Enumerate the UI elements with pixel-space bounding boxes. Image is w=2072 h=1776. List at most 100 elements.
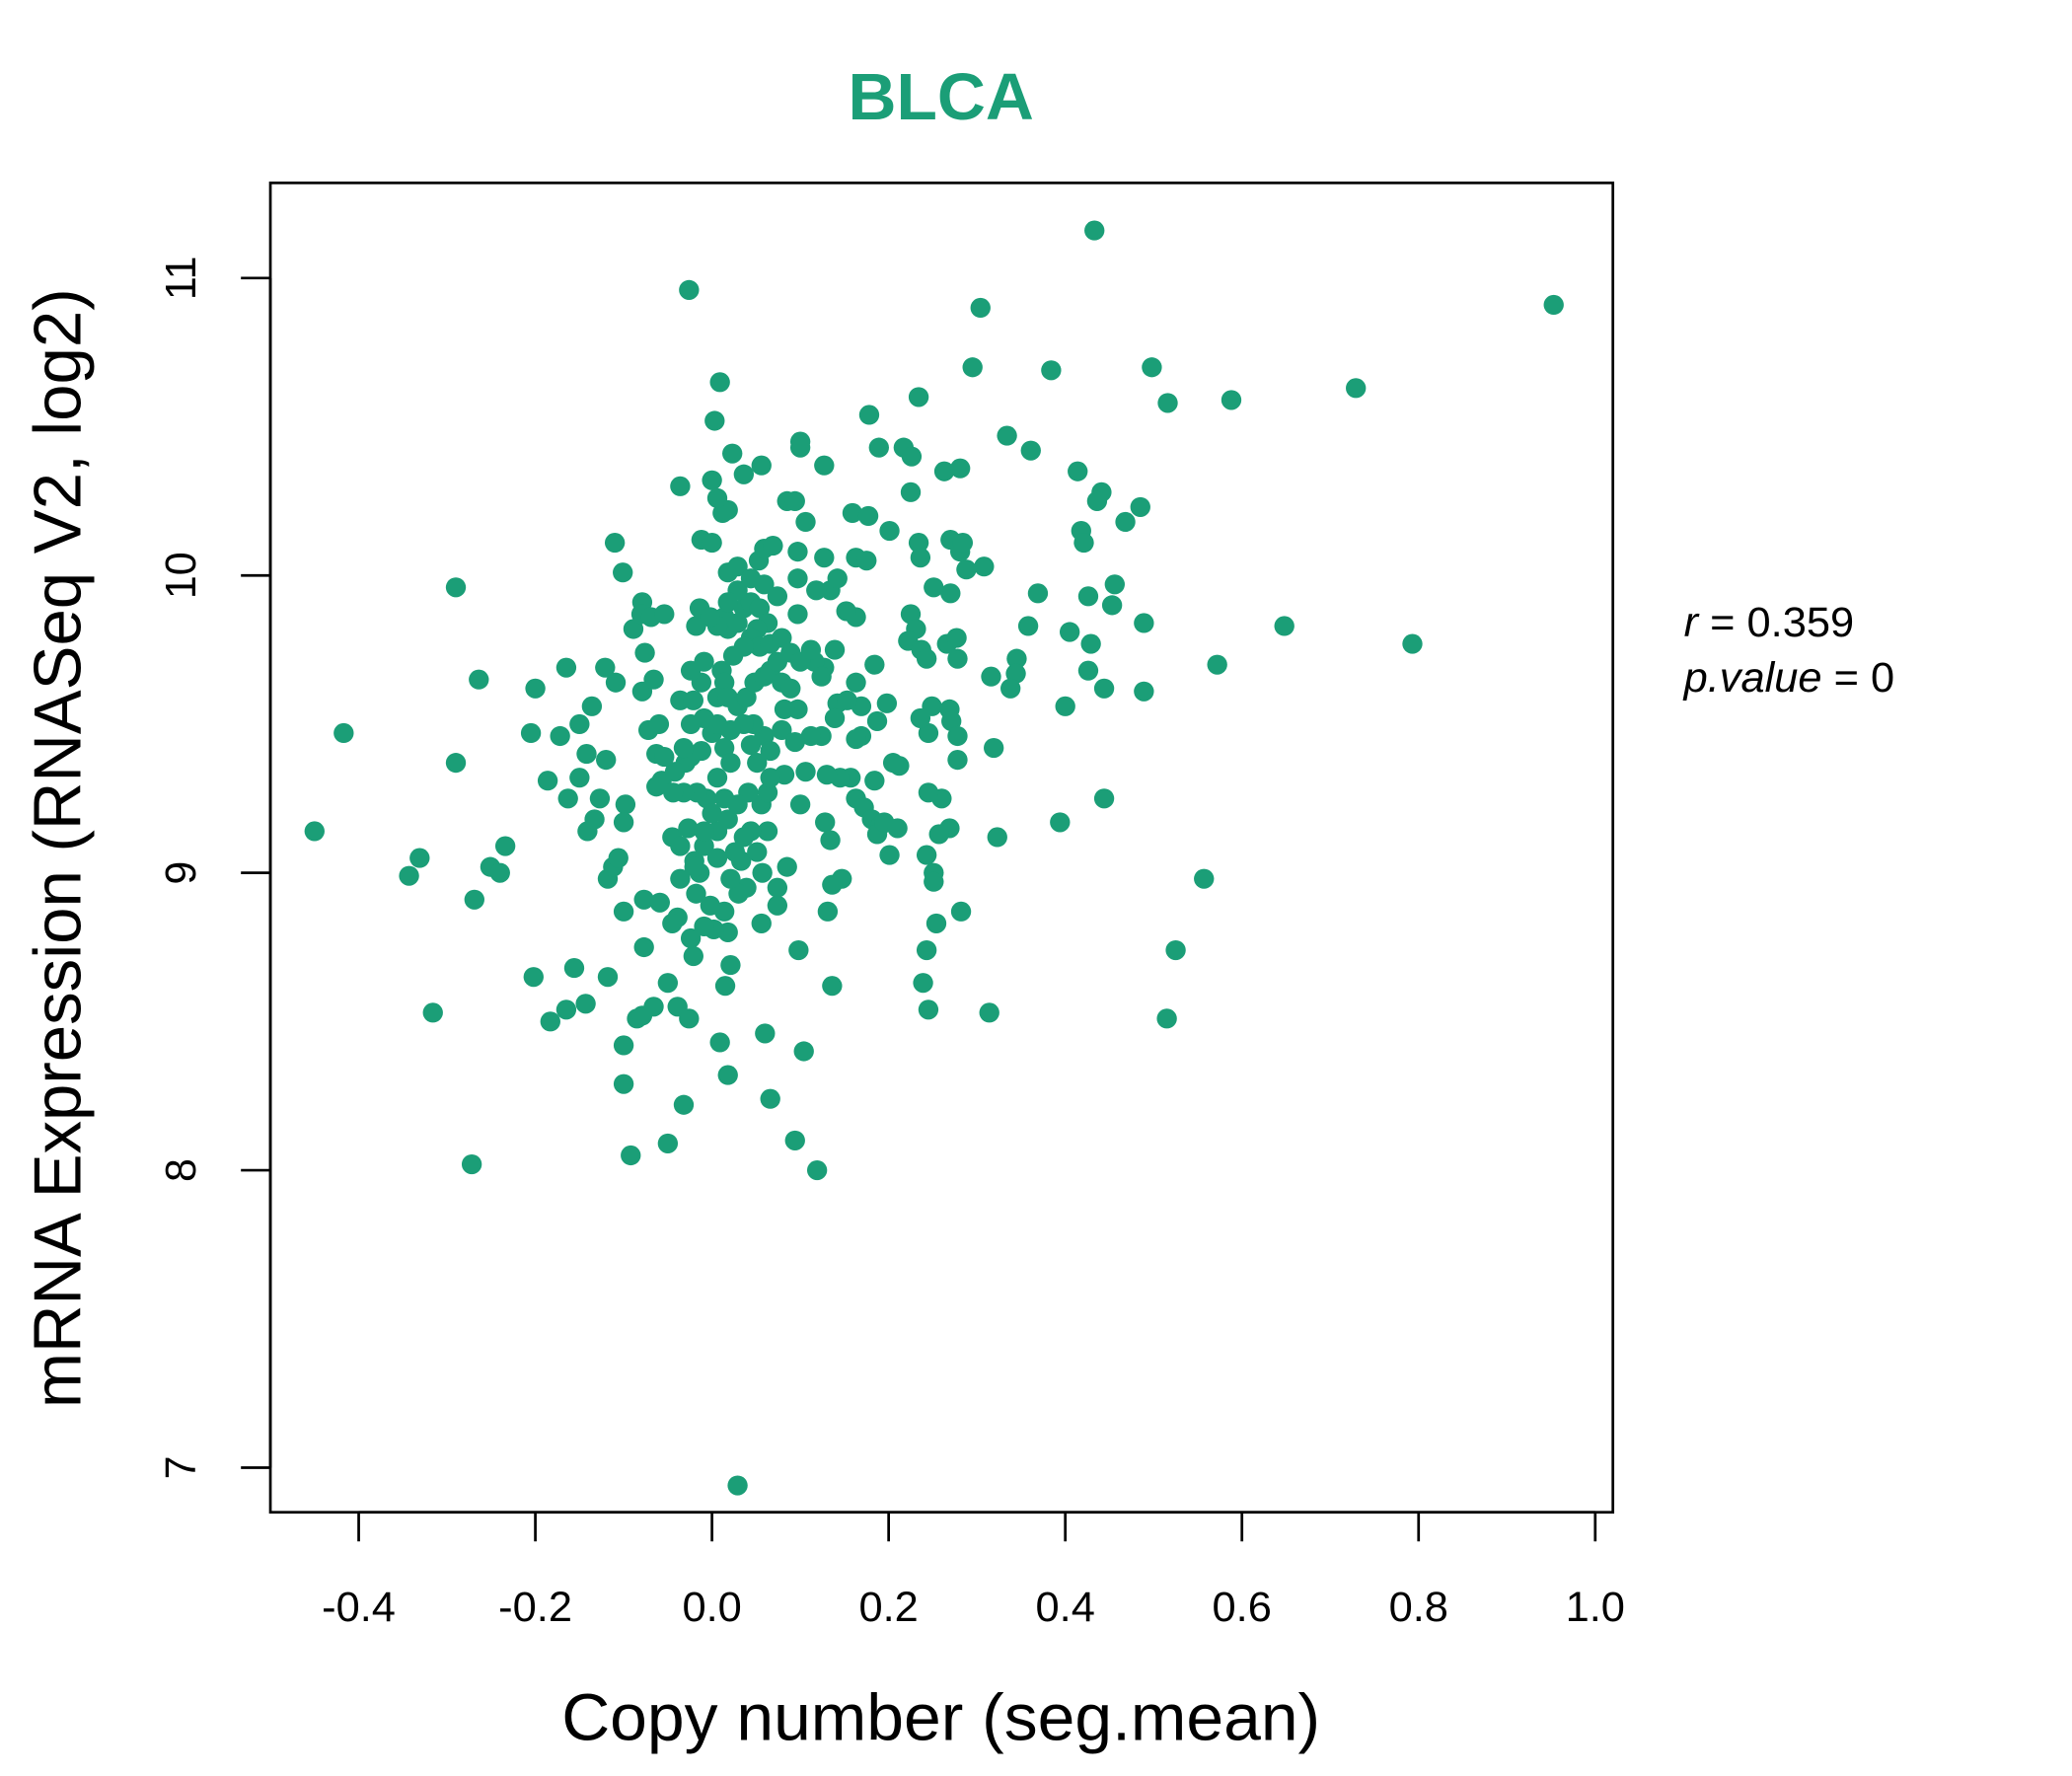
r-label: r bbox=[1684, 599, 1700, 646]
data-point bbox=[540, 1011, 560, 1032]
data-point bbox=[815, 812, 836, 833]
plot-frame bbox=[268, 182, 1615, 1515]
data-point bbox=[720, 955, 741, 976]
data-point bbox=[633, 936, 654, 958]
data-point bbox=[550, 725, 570, 747]
data-point bbox=[981, 666, 1001, 687]
data-point bbox=[795, 511, 816, 533]
data-point bbox=[717, 809, 738, 830]
y-tick-label: 9 bbox=[158, 861, 205, 885]
data-point bbox=[728, 883, 749, 904]
data-point bbox=[910, 548, 931, 568]
x-tick-label: 0.2 bbox=[858, 1584, 918, 1631]
data-point bbox=[555, 657, 577, 678]
data-point bbox=[864, 654, 885, 675]
chart-title: BLCA bbox=[849, 60, 1034, 134]
data-point bbox=[670, 476, 691, 496]
data-point bbox=[694, 651, 714, 672]
data-point bbox=[727, 556, 748, 577]
data-point bbox=[1077, 586, 1099, 607]
data-point bbox=[700, 895, 721, 916]
data-point bbox=[604, 533, 626, 554]
data-point bbox=[1050, 812, 1071, 833]
data-point bbox=[576, 744, 597, 765]
data-point bbox=[1274, 616, 1295, 636]
data-point bbox=[749, 598, 771, 619]
data-point bbox=[575, 994, 596, 1014]
p-value-annotation: p.value = 0 bbox=[1682, 654, 1895, 702]
data-point bbox=[933, 461, 955, 481]
data-point bbox=[670, 836, 691, 856]
data-point bbox=[613, 562, 633, 583]
data-point bbox=[789, 437, 811, 458]
data-point bbox=[623, 619, 644, 639]
x-tick-label: 0.4 bbox=[1036, 1584, 1095, 1631]
data-point bbox=[469, 669, 489, 690]
data-point bbox=[581, 696, 603, 716]
data-point bbox=[842, 502, 863, 524]
data-point bbox=[941, 710, 962, 732]
data-point bbox=[584, 809, 605, 830]
data-point bbox=[1006, 648, 1027, 669]
data-point bbox=[605, 672, 627, 693]
data-point bbox=[916, 648, 937, 669]
data-point bbox=[445, 577, 467, 598]
data-point bbox=[589, 788, 611, 809]
data-point bbox=[767, 586, 788, 607]
x-tick-label: 0.0 bbox=[682, 1584, 741, 1631]
data-point bbox=[422, 1002, 443, 1023]
data-point bbox=[755, 1023, 776, 1044]
data-point bbox=[557, 788, 578, 809]
data-point bbox=[706, 768, 728, 788]
data-point bbox=[767, 895, 788, 916]
data-point bbox=[1055, 696, 1075, 716]
data-point bbox=[1142, 357, 1162, 378]
data-point bbox=[684, 856, 704, 877]
data-point bbox=[820, 830, 841, 851]
x-axis-label: Copy number (seg.mean) bbox=[561, 1681, 1320, 1755]
data-point bbox=[763, 536, 783, 556]
data-point bbox=[720, 753, 741, 774]
data-point bbox=[1101, 595, 1123, 616]
data-point bbox=[702, 470, 722, 490]
data-point bbox=[643, 669, 664, 690]
data-point bbox=[822, 976, 843, 997]
data-point bbox=[633, 889, 654, 910]
data-point bbox=[709, 372, 730, 393]
data-point bbox=[757, 821, 778, 842]
data-point bbox=[399, 865, 419, 886]
data-point bbox=[876, 693, 898, 713]
data-point bbox=[621, 1145, 641, 1166]
data-point bbox=[1221, 390, 1242, 410]
data-point bbox=[760, 768, 780, 788]
data-point bbox=[787, 568, 808, 589]
data-point bbox=[752, 862, 773, 883]
data-point bbox=[814, 548, 835, 568]
data-point bbox=[680, 927, 702, 949]
data-point bbox=[836, 601, 856, 622]
data-point bbox=[608, 848, 629, 868]
y-tick-label: 10 bbox=[158, 552, 205, 599]
data-point bbox=[814, 455, 835, 476]
data-point bbox=[760, 740, 780, 762]
data-point bbox=[717, 1065, 738, 1085]
data-point bbox=[901, 446, 923, 467]
data-point bbox=[1157, 393, 1178, 413]
data-point bbox=[772, 719, 792, 741]
data-point bbox=[683, 690, 703, 710]
data-point bbox=[569, 768, 590, 788]
data-point bbox=[691, 740, 712, 762]
x-tick-label: 1.0 bbox=[1566, 1584, 1625, 1631]
data-point bbox=[910, 707, 931, 728]
data-point bbox=[1207, 654, 1227, 675]
data-point bbox=[733, 464, 755, 484]
data-point bbox=[713, 737, 735, 759]
data-point bbox=[940, 583, 961, 604]
data-point bbox=[679, 279, 700, 300]
data-point bbox=[613, 1073, 634, 1094]
x-tick-label: -0.2 bbox=[498, 1584, 572, 1631]
data-point bbox=[613, 1035, 634, 1056]
data-point bbox=[997, 425, 1017, 446]
data-point bbox=[445, 753, 467, 774]
data-point bbox=[709, 1032, 730, 1053]
